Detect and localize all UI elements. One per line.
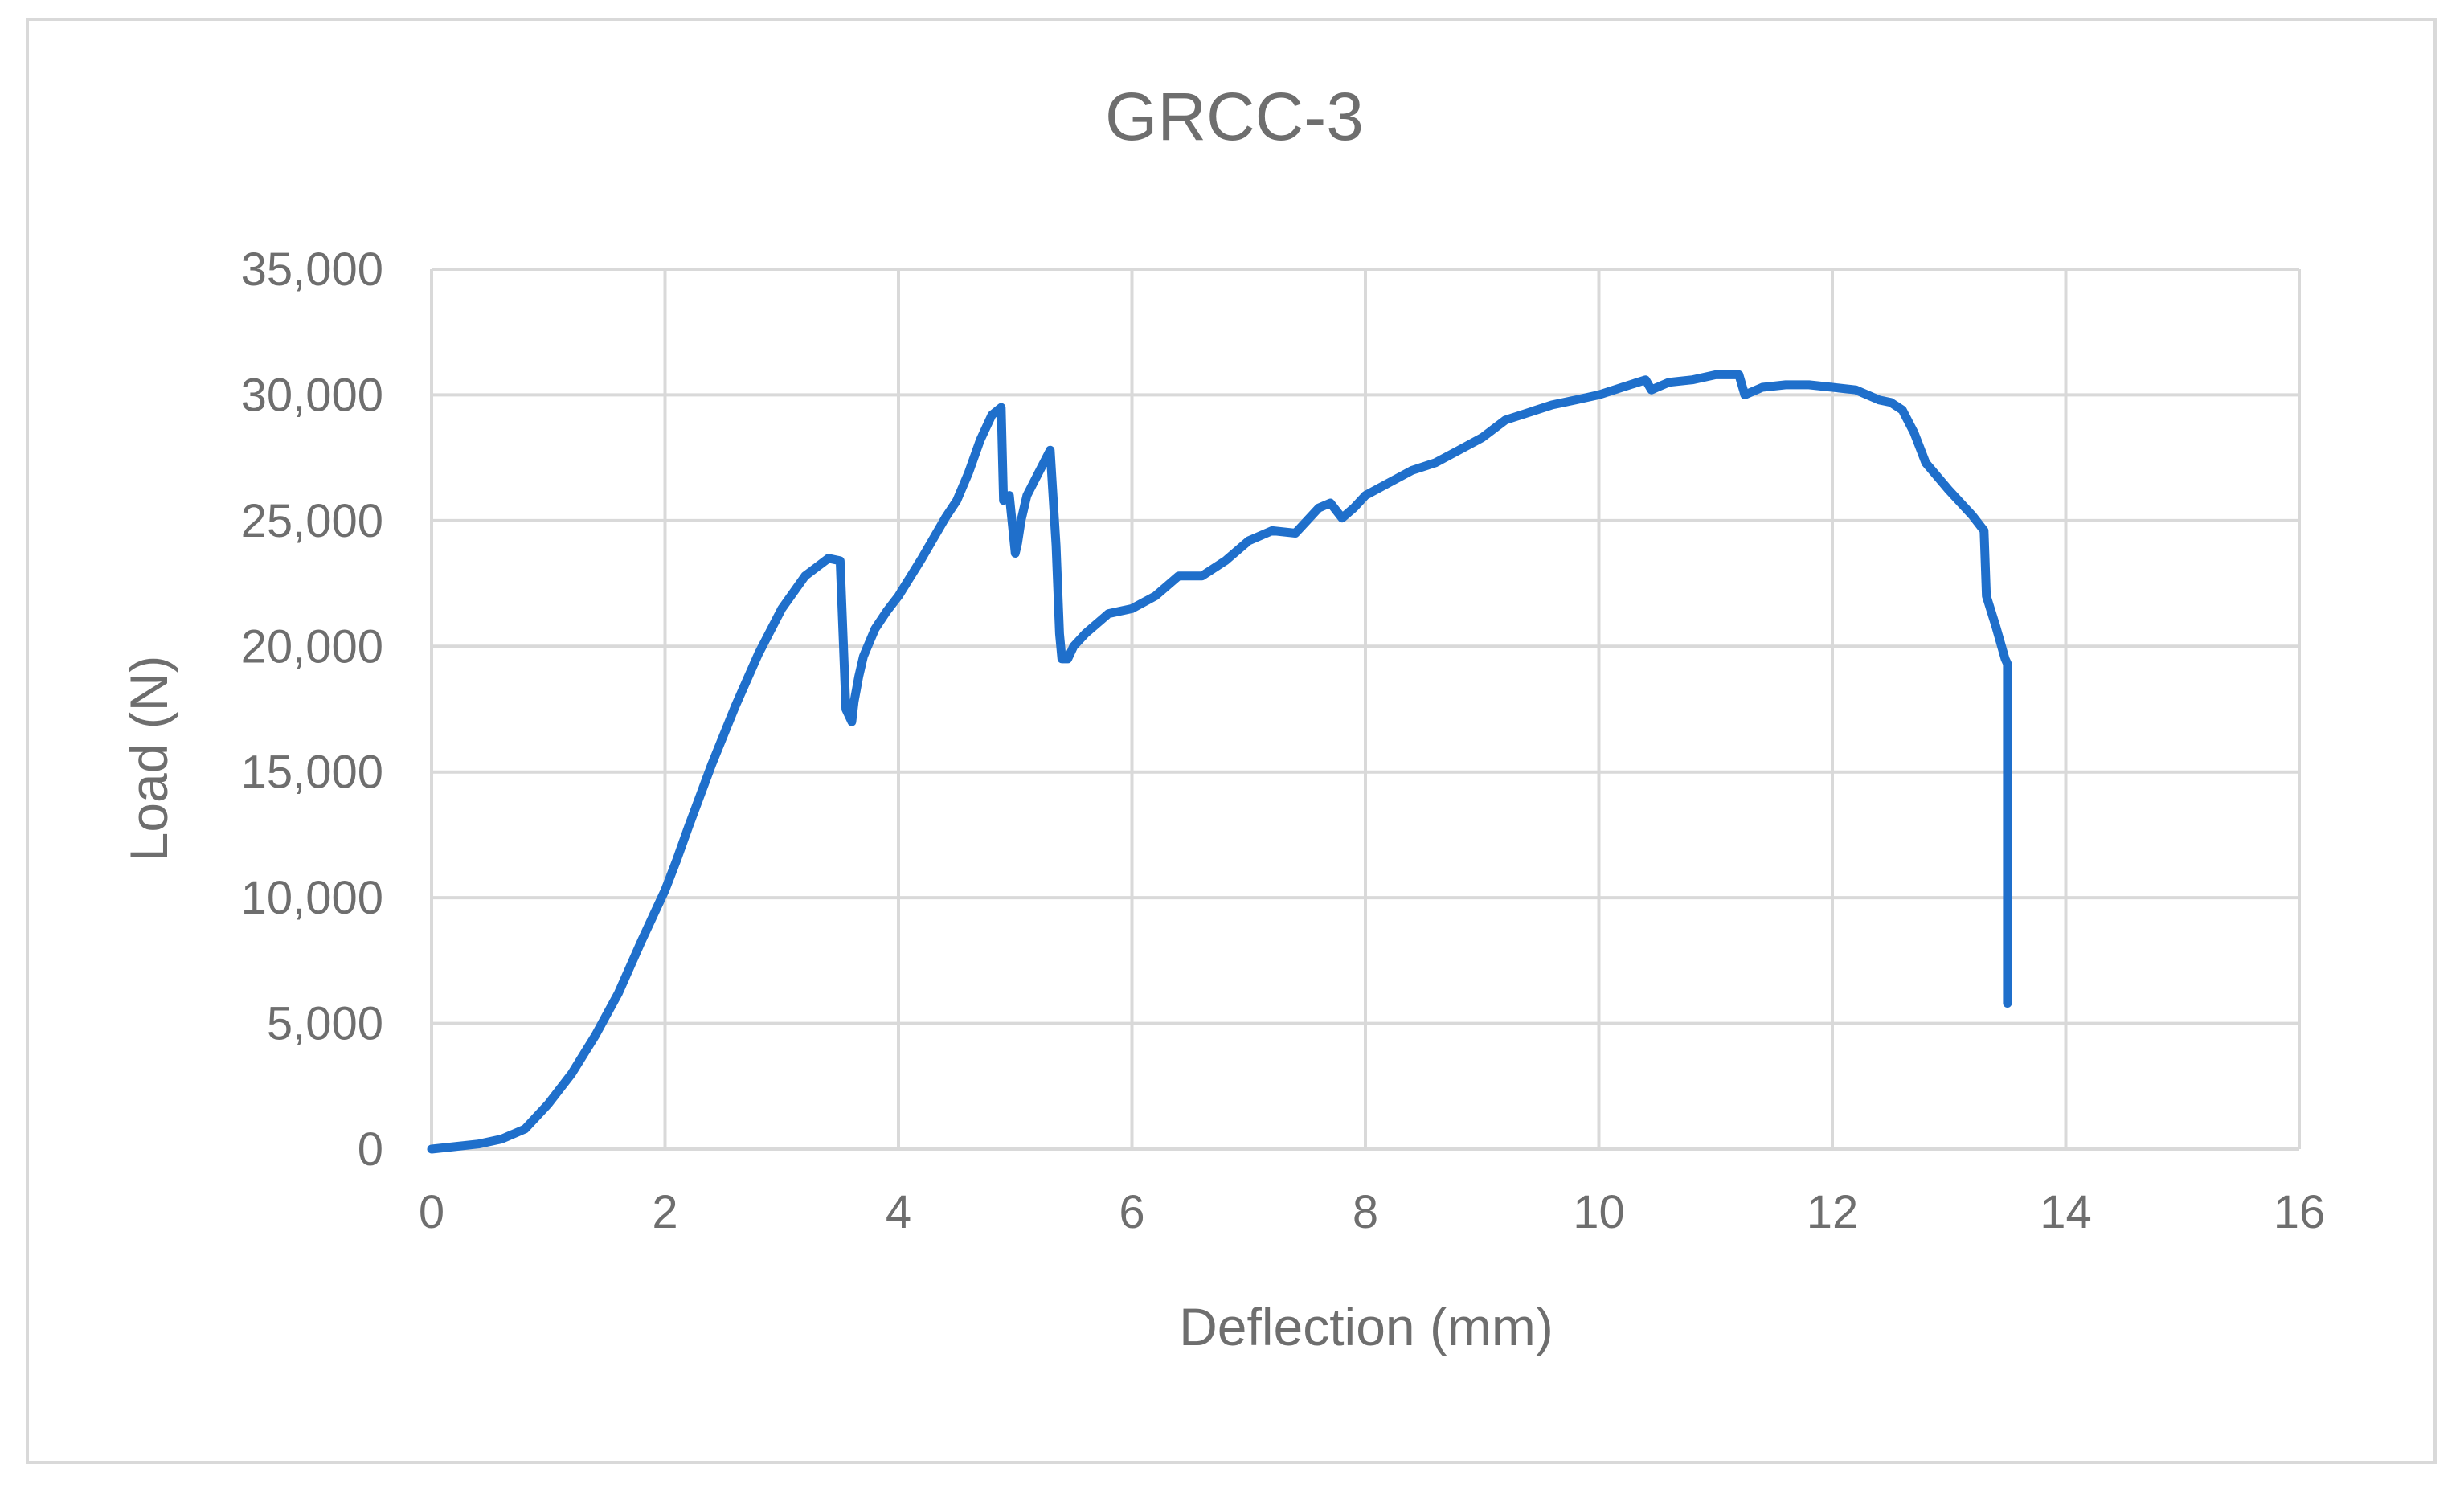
series-line-load-deflection xyxy=(427,370,2012,1154)
chart-title: GRCC-3 xyxy=(1105,79,1364,154)
y-tick-label: 20,000 xyxy=(241,620,383,673)
x-tick-label: 2 xyxy=(652,1186,677,1238)
y-axis-tick-labels: 0 5,000 10,000 15,000 20,000 25,000 30,000 35,0… xyxy=(241,243,383,1176)
x-tick-label: 4 xyxy=(886,1186,911,1238)
x-tick-label: 16 xyxy=(2274,1186,2326,1238)
x-tick-label: 0 xyxy=(419,1186,444,1238)
x-tick-label: 8 xyxy=(1353,1186,1378,1238)
x-tick-label: 14 xyxy=(2040,1186,2092,1238)
chart-area: GRCC-3 0 2 4 6 8 10 12 14 16 0 5,000 10,000 15,000 2… xyxy=(26,18,2437,1464)
line-chart: GRCC-3 0 2 4 6 8 10 12 14 16 0 5,000 10,000 15,000 2… xyxy=(119,79,2325,1356)
x-tick-label: 10 xyxy=(1573,1186,1625,1238)
x-tick-label: 12 xyxy=(1807,1186,1859,1238)
y-tick-label: 15,000 xyxy=(241,747,383,799)
x-axis-tick-labels: 0 2 4 6 8 10 12 14 16 xyxy=(419,1186,2325,1238)
y-tick-label: 35,000 xyxy=(241,243,383,296)
x-tick-label: 6 xyxy=(1119,1186,1144,1238)
y-tick-label: 25,000 xyxy=(241,495,383,547)
y-tick-label: 0 xyxy=(358,1123,383,1176)
y-axis-title: Load (N) xyxy=(119,656,178,862)
y-tick-label: 5,000 xyxy=(267,998,383,1050)
y-tick-label: 10,000 xyxy=(241,872,383,924)
gridlines xyxy=(430,268,2301,1149)
x-axis-title: Deflection (mm) xyxy=(1179,1297,1553,1356)
y-tick-label: 30,000 xyxy=(241,369,383,421)
